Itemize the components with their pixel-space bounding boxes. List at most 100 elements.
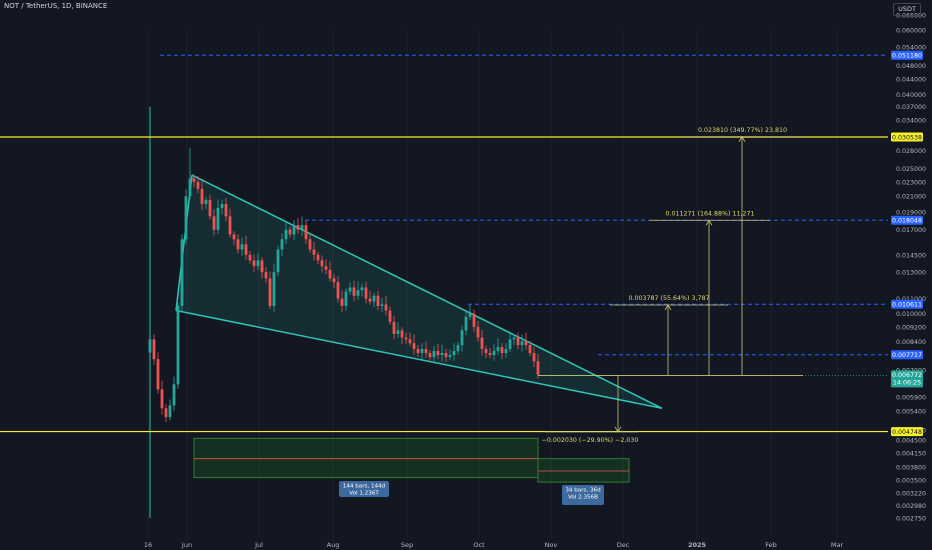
price-tick-label: 0.003800 <box>896 464 926 471</box>
last-price-badge <box>891 370 923 388</box>
range-label-line2: Vol 2.356B <box>568 495 598 501</box>
price-tick-label: 0.017000 <box>896 227 926 234</box>
price-badge <box>891 50 923 60</box>
candle-body <box>192 178 196 182</box>
countdown-label: 14:06:25 <box>893 380 921 387</box>
candle-body <box>360 287 364 291</box>
wedge-fill <box>176 175 662 409</box>
time-tick-label: Feb <box>765 541 777 549</box>
candle-body <box>476 326 480 338</box>
candle-body <box>468 313 472 317</box>
candle-body <box>300 225 304 230</box>
candle-body <box>328 269 332 279</box>
candle-body <box>260 260 264 273</box>
candle-body <box>236 239 240 250</box>
price-badge <box>891 427 923 437</box>
candle-body <box>348 287 352 292</box>
last-price-label: 0.006772 <box>892 372 922 379</box>
candle-body <box>512 337 516 340</box>
measure-up-label: 0.023810 (349.77%) 23,810 <box>698 127 787 134</box>
candle-body <box>408 339 412 344</box>
candles[interactable] <box>148 106 540 518</box>
range-label-box <box>562 485 604 505</box>
candle-body <box>428 352 432 358</box>
candle-body <box>356 290 360 296</box>
candle-body <box>284 229 288 240</box>
candle-body <box>248 254 252 261</box>
candle-body <box>368 298 372 302</box>
candle-body <box>240 244 244 250</box>
time-tick-label: Jun <box>181 541 192 549</box>
candle-body <box>532 352 536 362</box>
candle-body <box>536 361 540 375</box>
candle-body <box>256 260 260 267</box>
price-measurements[interactable]: 0.003787 (55.64%) 3,787 0.011271 (164.88%… <box>538 127 803 444</box>
candle-body <box>160 389 164 409</box>
price-tick-label: 0.009200 <box>896 324 926 331</box>
candle-body <box>488 352 492 356</box>
candle-body <box>452 350 456 356</box>
candle-body <box>232 234 236 240</box>
wedge-upper-trendline[interactable] <box>191 174 663 409</box>
candle-body <box>296 225 300 230</box>
price-badge-label: 0.030538 <box>892 134 922 141</box>
price-tick-label: 0.019000 <box>896 210 926 217</box>
price-tick-label: 0.013000 <box>896 270 926 277</box>
time-tick-label: Jul <box>254 541 263 549</box>
price-tick-label: 0.004150 <box>896 450 926 457</box>
range-label-box <box>339 481 389 497</box>
candle-body <box>304 225 308 240</box>
currency-unit-badge[interactable]: USDT <box>893 3 921 16</box>
time-axis[interactable]: 16 Jun Jul Aug Sep Oct Nov Dec 2025 Feb Mar <box>144 541 844 549</box>
candle-body <box>464 316 468 331</box>
price-tick-label: 0.054000 <box>896 44 926 51</box>
candle-body <box>460 330 464 346</box>
price-badge <box>891 350 923 360</box>
candle-body <box>372 295 376 302</box>
price-tick-label: 0.002750 <box>896 516 926 523</box>
price-tick-label: 0.066000 <box>896 13 926 20</box>
candle-body <box>432 350 436 358</box>
chart-grid <box>147 30 838 538</box>
candle-body <box>320 260 324 267</box>
price-badge <box>891 299 923 309</box>
price-tick-label: 0.005400 <box>896 409 926 416</box>
price-tick-label: 0.003220 <box>896 491 926 498</box>
range-label-line2: Vol 1.236T <box>349 491 379 497</box>
candle-body <box>520 341 524 346</box>
price-tick-label: 0.060000 <box>896 28 926 35</box>
candle-body <box>448 355 452 358</box>
time-tick-label: Nov <box>545 541 558 549</box>
price-tick-label: 0.021000 <box>896 194 926 201</box>
price-axis[interactable]: 0.066000 0.060000 0.054000 0.048000 0.044000… <box>891 13 926 523</box>
candle-body <box>220 203 224 208</box>
time-tick-label: Mar <box>831 541 844 549</box>
price-badge-label: 0.004748 <box>892 429 922 436</box>
candle-body <box>168 405 172 418</box>
candle-body <box>496 347 500 351</box>
candle-body <box>316 254 320 261</box>
candle-body <box>208 200 212 217</box>
measure-up-label: 0.011271 (164.88%) 11,271 <box>665 210 754 217</box>
candle-body <box>176 305 180 385</box>
price-tick-label: 0.002980 <box>896 503 926 510</box>
candle-body <box>352 287 356 296</box>
candle-body <box>424 348 428 353</box>
price-tick-label: 0.028000 <box>896 148 926 155</box>
price-badge <box>891 215 923 225</box>
candle-body <box>516 337 520 346</box>
candle-body <box>200 188 204 204</box>
time-tick-label: Dec <box>617 541 630 549</box>
price-tick-label: 0.040000 <box>896 92 926 99</box>
candle-body <box>420 348 424 353</box>
wedge-lower-trendline[interactable] <box>175 309 663 410</box>
range-label-line1: 34 bars, 36d <box>565 488 601 494</box>
candle-body <box>152 339 156 360</box>
candle-body <box>292 225 296 235</box>
range-label-line1: 144 bars, 144d <box>343 484 386 490</box>
candle-body <box>280 239 284 250</box>
price-badge <box>891 132 923 142</box>
candle-body <box>416 348 420 353</box>
candle-body <box>400 330 404 338</box>
